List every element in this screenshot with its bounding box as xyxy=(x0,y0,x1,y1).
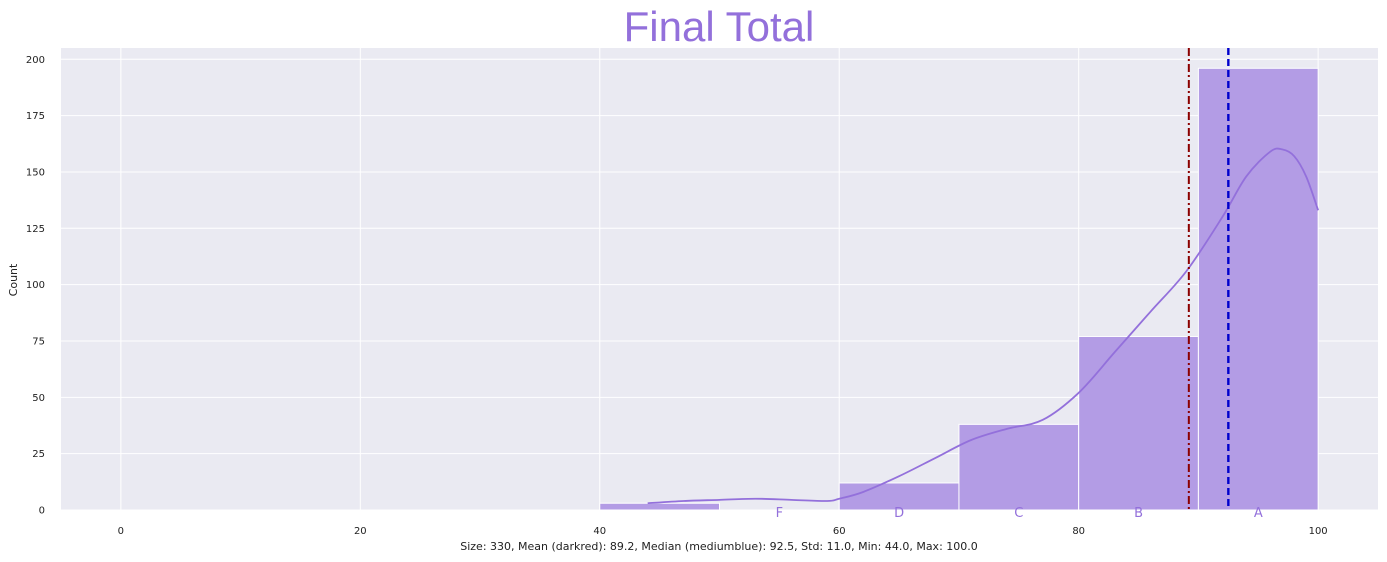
x-tick-label: 0 xyxy=(118,526,124,537)
y-tick-label: 25 xyxy=(32,449,45,460)
kde-curve xyxy=(647,147,1319,505)
histogram-bar xyxy=(1078,335,1199,511)
y-tick-label: 125 xyxy=(26,224,45,235)
grade-label: A xyxy=(1254,506,1263,521)
y-axis-label: Count xyxy=(7,263,20,296)
y-tick-labels: 0 25 50 75 100 125 150 175 200 xyxy=(26,55,45,517)
grade-label: B xyxy=(1134,506,1143,521)
x-tick-label: 40 xyxy=(593,526,606,537)
chart-title: Final Total xyxy=(624,3,815,50)
x-tick-label: 20 xyxy=(354,526,367,537)
grade-label: D xyxy=(894,506,904,521)
histogram-bar xyxy=(1197,67,1319,511)
histogram-bar xyxy=(958,423,1080,511)
grade-label: F xyxy=(776,506,783,521)
grade-label: C xyxy=(1014,506,1023,521)
x-tick-label: 100 xyxy=(1309,526,1328,537)
y-tick-label: 175 xyxy=(26,111,45,122)
y-tick-label: 200 xyxy=(26,55,45,66)
x-tick-label: 80 xyxy=(1072,526,1085,537)
y-tick-label: 75 xyxy=(32,336,45,347)
reference-lines xyxy=(1187,48,1230,510)
x-axis-label: Size: 330, Mean (darkred): 89.2, Median … xyxy=(460,540,978,553)
x-tick-label: 60 xyxy=(833,526,846,537)
histogram-bars xyxy=(599,67,1319,511)
y-tick-label: 50 xyxy=(32,393,45,404)
y-tick-label: 0 xyxy=(39,506,45,517)
histogram-bar xyxy=(599,502,720,511)
y-tick-label: 150 xyxy=(26,167,45,178)
x-tick-labels: 0 20 40 60 80 100 xyxy=(118,526,1328,537)
y-tick-label: 100 xyxy=(26,280,45,291)
